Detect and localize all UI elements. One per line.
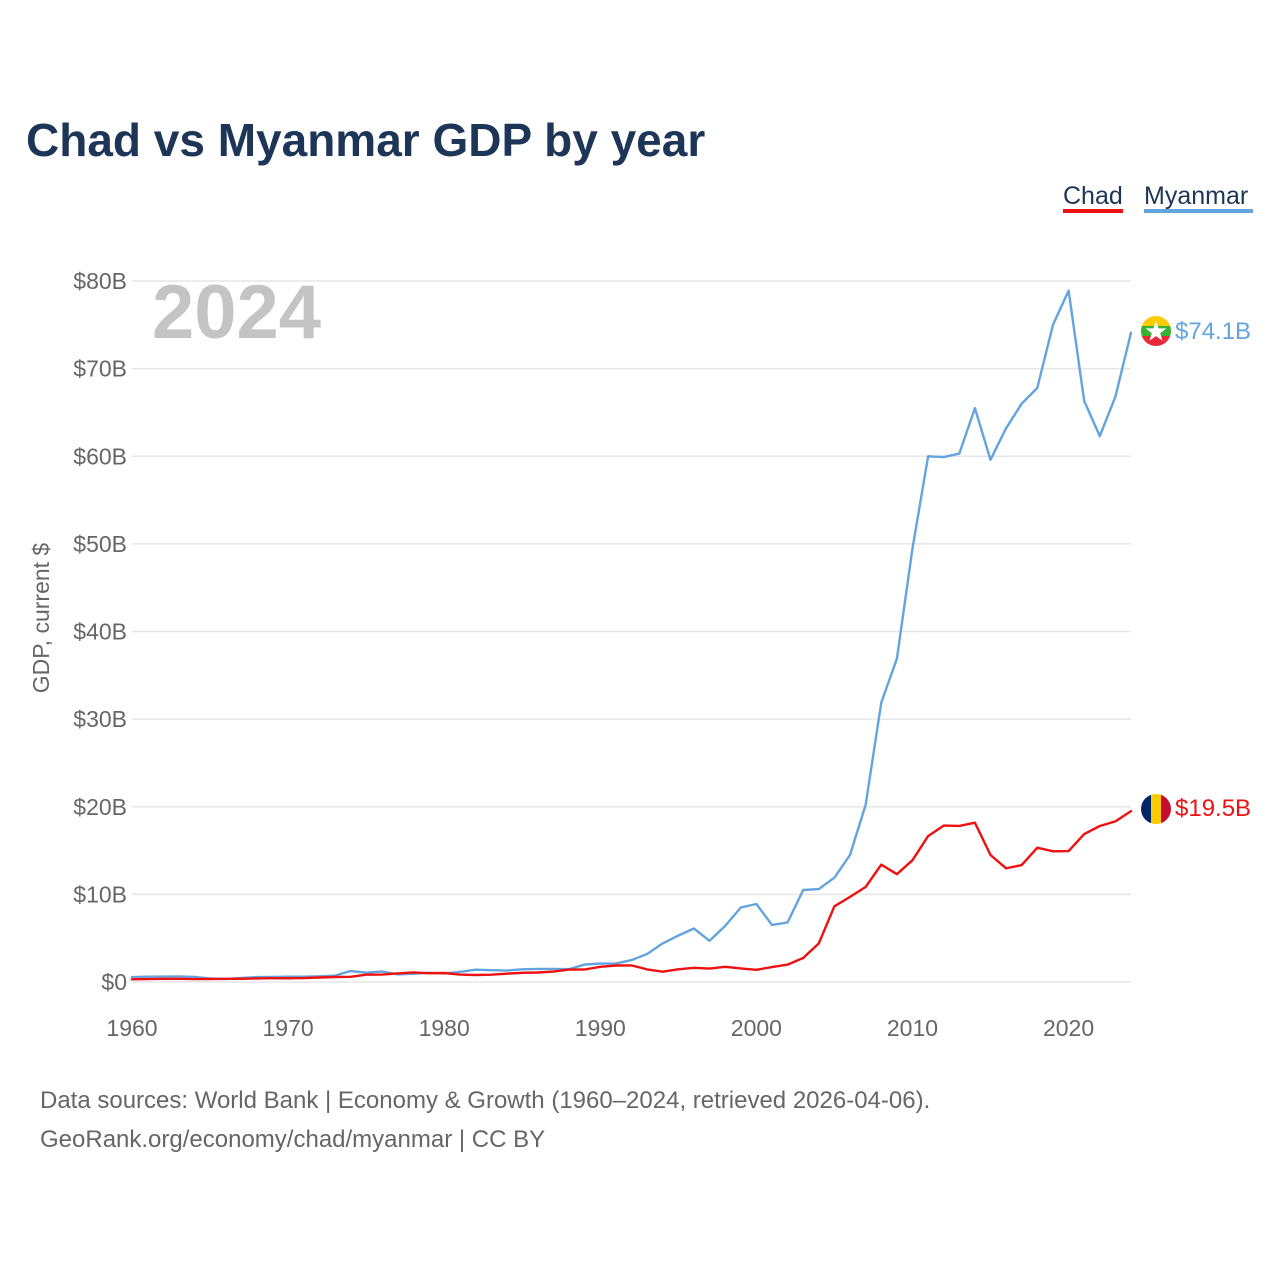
series-lines — [130, 289, 1133, 981]
x-tick-label: 2020 — [1043, 1015, 1094, 1041]
x-tick-label: 2010 — [887, 1015, 938, 1041]
end-label-myanmar: $74.1B — [1175, 318, 1251, 345]
y-tick-label: $60B — [73, 443, 127, 469]
x-tick-label: 1970 — [263, 1015, 314, 1041]
x-axis-ticks: 1960 1970 1980 1990 2000 2010 2020 — [106, 1015, 1094, 1041]
series-line-myanmar — [130, 289, 1133, 981]
y-tick-label: $0 — [101, 969, 127, 995]
y-tick-label: $80B — [73, 268, 127, 294]
y-tick-label: $30B — [73, 706, 127, 732]
year-watermark: 2024 — [152, 270, 321, 355]
y-tick-label: $10B — [73, 881, 127, 907]
gridlines — [132, 280, 1131, 983]
myanmar-flag-icon — [1141, 316, 1171, 346]
y-axis-label: GDP, current $ — [28, 543, 54, 694]
y-tick-label: $50B — [73, 531, 127, 557]
legend-swatch-myanmar — [1144, 209, 1253, 213]
legend: Chad Myanmar — [1063, 182, 1253, 213]
legend-label-chad[interactable]: Chad — [1063, 182, 1123, 210]
end-label-chad: $19.5B — [1175, 795, 1251, 822]
source-note: Data sources: World Bank | Economy & Gro… — [40, 1087, 930, 1114]
x-tick-label: 1980 — [419, 1015, 470, 1041]
y-tick-label: $40B — [73, 619, 127, 645]
x-tick-label: 2000 — [731, 1015, 782, 1041]
chart-title: Chad vs Myanmar GDP by year — [26, 114, 705, 166]
y-tick-label: $70B — [73, 356, 127, 382]
source-url: GeoRank.org/economy/chad/myanmar | CC BY — [40, 1126, 545, 1153]
legend-label-myanmar[interactable]: Myanmar — [1144, 182, 1248, 210]
y-tick-label: $20B — [73, 794, 127, 820]
y-axis-ticks: $0 $10B $20B $30B $40B $50B $60B $70B $80B — [73, 268, 127, 995]
x-tick-label: 1990 — [575, 1015, 626, 1041]
series-line-chad — [130, 809, 1133, 981]
legend-swatch-chad — [1063, 209, 1123, 213]
chad-flag-icon — [1141, 794, 1171, 824]
x-tick-label: 1960 — [106, 1015, 157, 1041]
